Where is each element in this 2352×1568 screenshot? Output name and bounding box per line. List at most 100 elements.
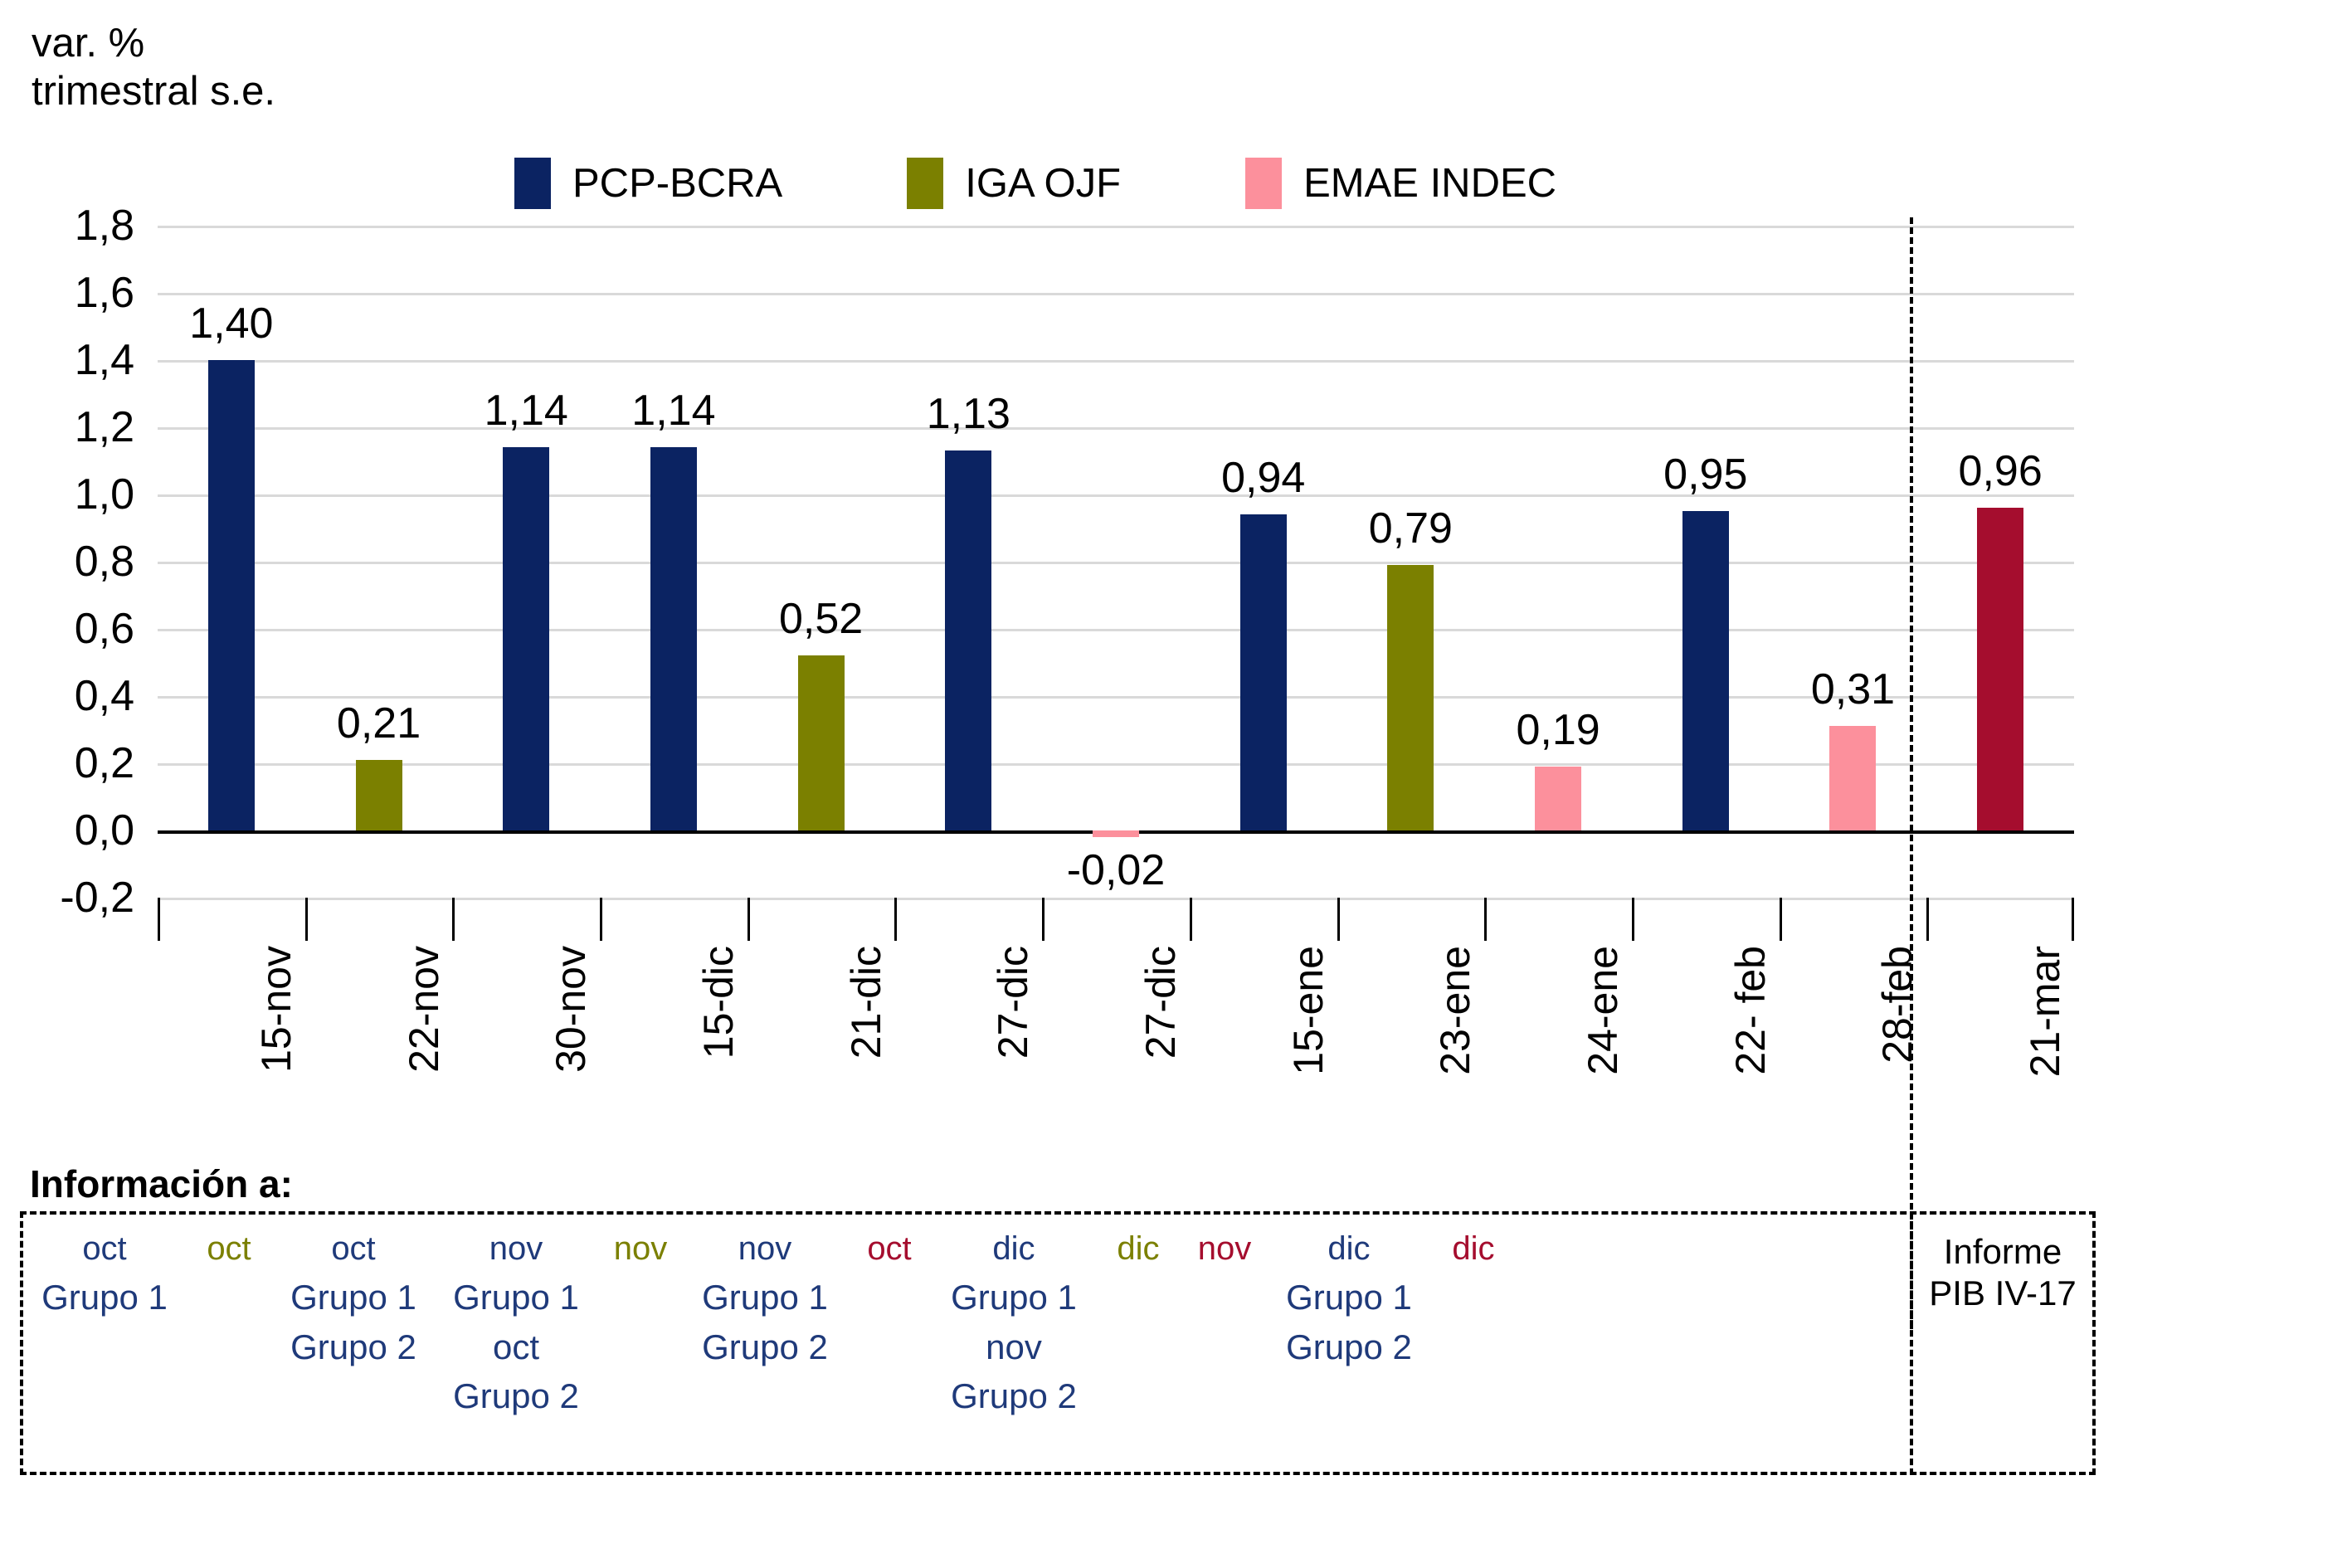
bar[interactable] xyxy=(1092,830,1139,838)
info-column: oct Grupo 1 Grupo 2 xyxy=(272,1215,435,1367)
info-line: Grupo 2 xyxy=(290,1327,416,1366)
bar[interactable] xyxy=(1535,767,1582,830)
y-tick-label: 0,6 xyxy=(74,605,134,653)
x-tickmark xyxy=(1484,898,1488,941)
y-tick-label: 0,2 xyxy=(74,739,134,787)
info-line: Grupo 2 xyxy=(951,1376,1077,1416)
gridline xyxy=(158,696,2074,699)
bar-slot: 0,95 xyxy=(1632,226,1780,898)
gridline xyxy=(158,763,2074,766)
x-axis-label: 28-feb xyxy=(1874,946,1921,1064)
x-tickmark xyxy=(747,898,750,941)
x-axis-label: 21-dic xyxy=(842,946,889,1059)
gridline xyxy=(158,898,2074,900)
legend-label-pcp-bcra: PCP-BCRA xyxy=(572,161,783,206)
info-line: Grupo 1 xyxy=(1286,1278,1412,1317)
info-column: oct xyxy=(186,1215,272,1269)
bar-slot: -0,02 xyxy=(1042,226,1190,898)
bar[interactable] xyxy=(797,655,845,830)
bar[interactable] xyxy=(650,447,697,830)
gridline xyxy=(158,494,2074,497)
info-line: dic xyxy=(992,1230,1035,1267)
bar[interactable] xyxy=(945,450,992,830)
bar-slot: 0,94 xyxy=(1190,226,1337,898)
info-line: PIB IV-17 xyxy=(1929,1273,2077,1312)
info-column: nov xyxy=(1181,1215,1268,1269)
info-column: nov xyxy=(597,1215,684,1269)
gridline xyxy=(158,360,2074,363)
legend-item-emae-indec[interactable]: EMAE INDEC xyxy=(1245,158,1556,209)
bar[interactable] xyxy=(207,360,255,830)
x-axis-label: 24-ene xyxy=(1580,946,1627,1075)
x-axis-label: 15-nov xyxy=(252,946,299,1073)
x-tickmark xyxy=(600,898,603,941)
bar-series: 1,40 0,21 1,14 1,14 0,52 1,13 -0,02 0,94 0,79 0,1… xyxy=(158,226,2074,898)
info-table: oct Grupo 1 oct oct Grupo 1 Grupo 2 nov Grupo 1… xyxy=(20,1211,2096,1475)
legend-swatch-emae-indec xyxy=(1245,158,1283,209)
info-line: Grupo 2 xyxy=(1286,1327,1412,1366)
y-tick-label: 0,8 xyxy=(74,538,134,586)
x-tickmark xyxy=(1631,898,1634,941)
forecast-divider-line xyxy=(1910,217,1913,1329)
bar-value-label: 0,79 xyxy=(1368,504,1453,553)
bar[interactable] xyxy=(1387,565,1434,830)
x-axis-label: 27-dic xyxy=(1137,946,1184,1059)
info-column: oct xyxy=(846,1215,933,1269)
bar-value-label: 0,96 xyxy=(1958,447,2043,496)
gridline xyxy=(158,226,2074,228)
info-column: dic xyxy=(1095,1215,1181,1269)
x-tickmark xyxy=(1042,898,1045,941)
x-axis-label: 23-ene xyxy=(1432,946,1479,1075)
x-tickmark xyxy=(304,898,308,941)
info-forecast-column: Informe PIB IV-17 xyxy=(1913,1215,2092,1313)
x-axis-label: 30-nov xyxy=(548,946,595,1073)
bar[interactable] xyxy=(1829,726,1877,830)
info-column: dic Grupo 1 nov Grupo 2 xyxy=(933,1215,1095,1417)
bar-slot: 1,13 xyxy=(894,226,1042,898)
x-tickmark xyxy=(452,898,455,941)
bar-value-label: 1,40 xyxy=(189,299,274,348)
info-line: Grupo 1 xyxy=(41,1278,168,1317)
legend-item-pcp-bcra[interactable]: PCP-BCRA xyxy=(514,158,782,209)
info-column: dic Grupo 1 Grupo 2 xyxy=(1268,1215,1430,1367)
info-column: oct Grupo 1 xyxy=(23,1215,186,1318)
info-line: dic xyxy=(1117,1230,1160,1267)
legend-item-iga-ojf[interactable]: IGA OJF xyxy=(907,158,1121,209)
bar-value-label: 0,95 xyxy=(1663,450,1748,499)
y-tick-label: 1,6 xyxy=(74,269,134,317)
bar[interactable] xyxy=(1977,508,2024,830)
bar-slot: 0,52 xyxy=(747,226,895,898)
plot-area: 1,40 0,21 1,14 1,14 0,52 1,13 -0,02 0,94 0,79 0,1… xyxy=(158,226,2074,900)
x-tickmark xyxy=(1926,898,1930,941)
info-line: Grupo 1 xyxy=(453,1278,579,1317)
info-line: nov xyxy=(489,1230,543,1267)
bar[interactable] xyxy=(355,759,402,830)
info-line: Grupo 2 xyxy=(702,1327,828,1366)
gridline xyxy=(158,427,2074,430)
bar-value-label: 0,52 xyxy=(779,595,864,644)
bar[interactable] xyxy=(1682,511,1729,830)
info-line: oct xyxy=(82,1230,127,1267)
y-tick-label: 0,0 xyxy=(74,806,134,855)
legend-swatch-iga-ojf xyxy=(907,158,944,209)
bar-slot: 0,21 xyxy=(305,226,453,898)
x-axis-label: 21-mar xyxy=(2022,946,2069,1078)
x-tickmark xyxy=(1337,898,1340,941)
y-tick-label: -0,2 xyxy=(60,874,134,922)
bar-value-label: 1,14 xyxy=(631,387,716,436)
x-tickmark xyxy=(158,898,160,941)
info-line: Informe xyxy=(1943,1232,2062,1271)
info-line: oct xyxy=(331,1230,376,1267)
info-line: oct xyxy=(492,1327,540,1366)
bar[interactable] xyxy=(503,447,550,830)
info-line: nov xyxy=(986,1327,1042,1366)
x-axis-label: 27-dic xyxy=(990,946,1037,1059)
info-line: dic xyxy=(1327,1230,1371,1267)
x-tickmark xyxy=(1779,898,1782,941)
x-axis-tickmarks xyxy=(158,898,2074,941)
bar-value-label: 1,14 xyxy=(484,387,568,436)
info-column: nov Grupo 1 oct Grupo 2 xyxy=(435,1215,597,1417)
info-line: nov xyxy=(613,1230,668,1267)
bar[interactable] xyxy=(1239,514,1287,830)
bar-value-label: 1,13 xyxy=(926,390,1010,439)
